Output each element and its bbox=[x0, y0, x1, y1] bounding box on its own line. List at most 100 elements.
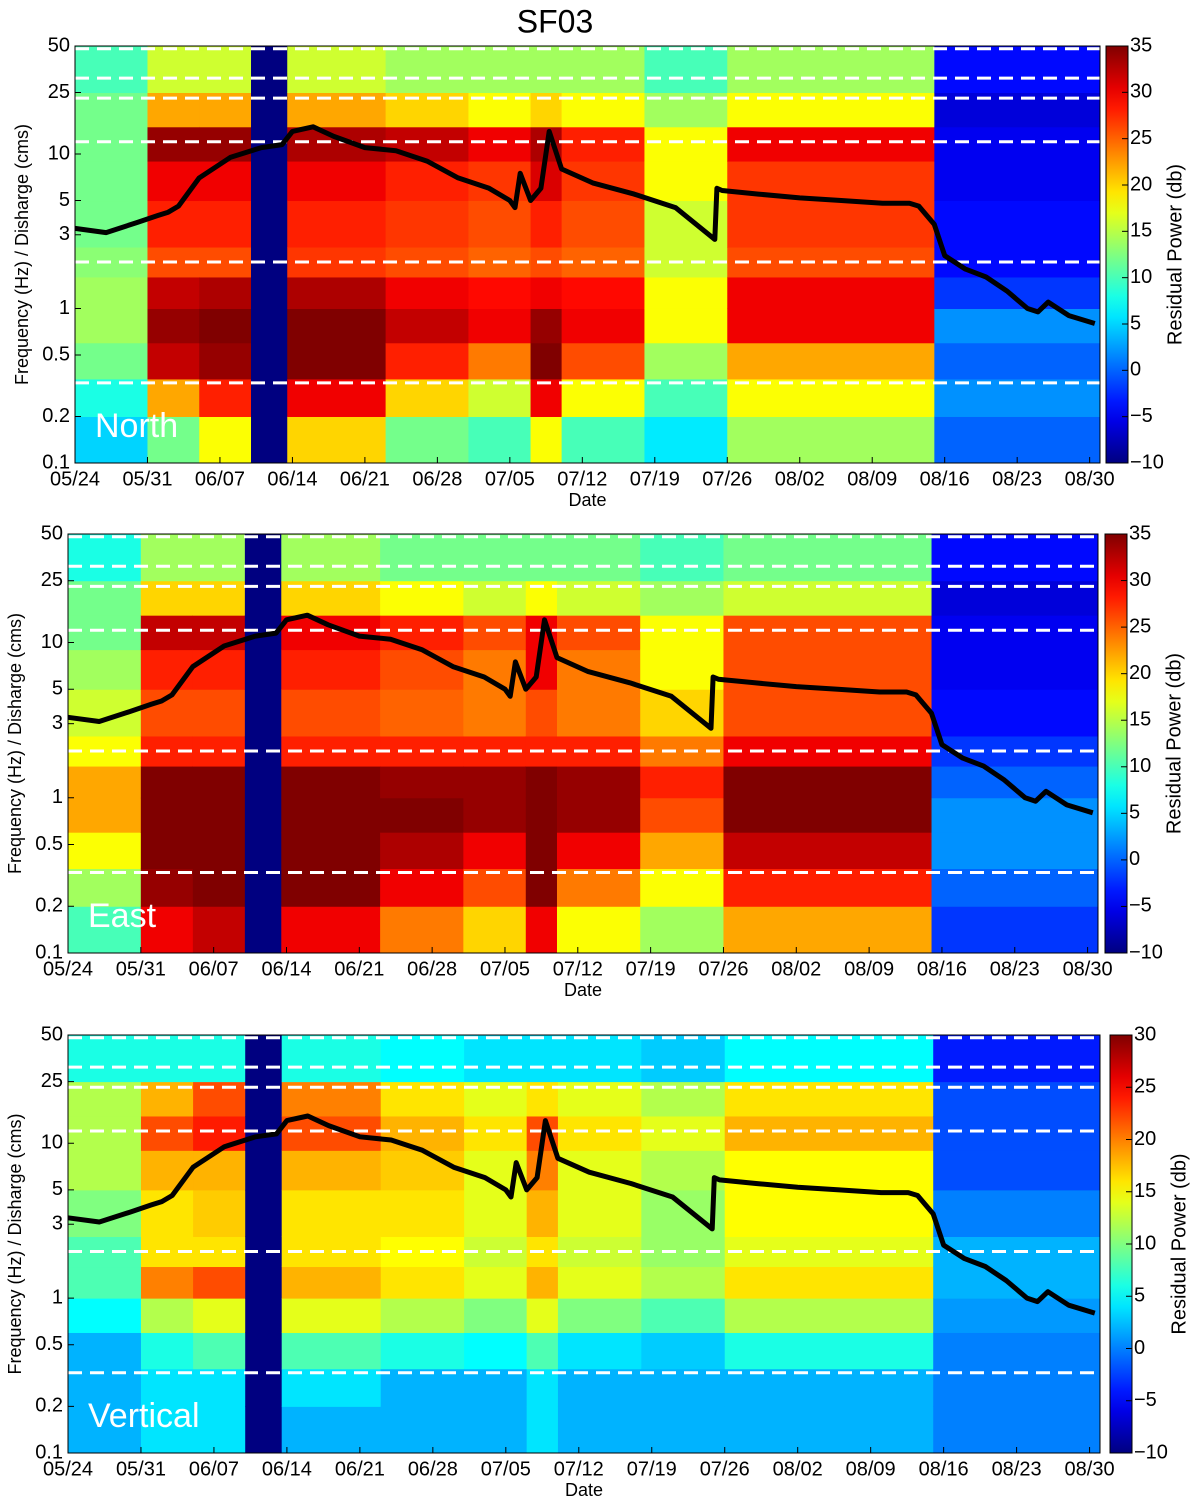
y-tick-label: 25 bbox=[41, 569, 63, 591]
heatmap-cell bbox=[140, 1406, 194, 1454]
heatmap-cell bbox=[525, 906, 558, 954]
heatmap-cell bbox=[934, 200, 1101, 248]
colorbar-tick-label: 10 bbox=[1129, 755, 1151, 777]
x-tick-label: 06/28 bbox=[408, 1458, 458, 1480]
heatmap-cell bbox=[525, 797, 558, 833]
heatmap-cell bbox=[192, 868, 246, 907]
heatmap-cell bbox=[193, 1298, 246, 1333]
colorbar-tick-label: 35 bbox=[1129, 522, 1151, 544]
heatmap-cell bbox=[380, 1368, 465, 1407]
heatmap-cell bbox=[468, 46, 532, 94]
heatmap-cell bbox=[199, 308, 252, 344]
colorbar-tick-label: 25 bbox=[1134, 1076, 1156, 1098]
heatmap-cell bbox=[245, 1189, 283, 1237]
colorbar-tick-label: 20 bbox=[1129, 662, 1151, 684]
x-tick-label: 06/14 bbox=[261, 958, 311, 980]
heatmap-cell bbox=[147, 416, 200, 464]
heatmap-cell bbox=[644, 46, 728, 94]
heatmap-cell bbox=[463, 534, 527, 582]
heatmap-cell bbox=[724, 1035, 934, 1083]
heatmap-cell bbox=[561, 46, 645, 94]
heatmap-cell bbox=[464, 1298, 528, 1333]
plot-frame bbox=[67, 533, 1099, 954]
heatmap-cell bbox=[561, 126, 645, 162]
x-tick-label: 08/16 bbox=[917, 958, 967, 980]
colorbar-tick-label: 20 bbox=[1134, 1128, 1156, 1150]
x-tick-label: 07/05 bbox=[480, 958, 530, 980]
heatmap-cell bbox=[641, 1266, 726, 1299]
heatmap-cell bbox=[723, 766, 933, 799]
colorbar-label: Residual Power (db) bbox=[1164, 164, 1186, 345]
heatmap-cell bbox=[287, 46, 387, 94]
y-tick-label: 1 bbox=[52, 786, 63, 808]
heatmap-cell bbox=[644, 342, 728, 380]
heatmap-cell bbox=[281, 615, 381, 651]
heatmap-cell bbox=[727, 46, 935, 94]
heatmap-cell bbox=[933, 1332, 1101, 1370]
x-axis-label: Date bbox=[568, 490, 606, 510]
heatmap-cell bbox=[281, 1332, 382, 1370]
heatmap-cell bbox=[193, 1332, 246, 1370]
heatmap-cell bbox=[380, 906, 464, 954]
heatmap-cell bbox=[641, 1298, 726, 1333]
x-tick-label: 08/16 bbox=[919, 1458, 969, 1480]
heatmap-cell bbox=[530, 416, 563, 464]
heatmap-cell bbox=[724, 1298, 934, 1333]
heatmap-cell bbox=[640, 832, 724, 870]
y-tick-label: 10 bbox=[48, 142, 70, 164]
colorbar-tick-label: 20 bbox=[1130, 173, 1152, 195]
discharge-line bbox=[67, 1113, 1096, 1316]
heatmap-cell bbox=[933, 1406, 1101, 1454]
y-tick-label: 5 bbox=[52, 1178, 63, 1200]
heatmap-cell bbox=[463, 689, 527, 737]
colorbar-tick-label: 15 bbox=[1129, 709, 1151, 731]
x-tick-label: 06/14 bbox=[262, 1458, 312, 1480]
colorbar-tick-label: 0 bbox=[1130, 359, 1141, 381]
heatmap-cell bbox=[468, 342, 532, 380]
heatmap-cell bbox=[147, 342, 200, 380]
heatmap-cell bbox=[931, 615, 1099, 651]
heatmap-cell bbox=[68, 868, 142, 907]
heatmap-cell bbox=[525, 689, 558, 737]
heatmap-cell bbox=[68, 1115, 142, 1151]
heatmap-cell bbox=[468, 200, 532, 248]
heatmap-cell bbox=[380, 1115, 465, 1151]
heatmap-cell bbox=[530, 308, 563, 344]
colorbar-tick-label: 15 bbox=[1130, 220, 1152, 242]
heatmap-cell bbox=[931, 534, 1099, 582]
heatmap-cell bbox=[561, 200, 645, 248]
heatmap-cell bbox=[140, 1368, 194, 1407]
heatmap-cell bbox=[251, 46, 288, 94]
heatmap-cell bbox=[192, 689, 246, 737]
heatmap-cell bbox=[199, 161, 252, 202]
x-tick-label: 08/30 bbox=[1063, 958, 1113, 980]
heatmap-cell bbox=[931, 689, 1099, 737]
heatmap-cell bbox=[147, 161, 200, 202]
heatmap-cell bbox=[556, 534, 641, 582]
heatmap-cell bbox=[640, 766, 724, 799]
heatmap-cell bbox=[641, 1406, 726, 1454]
heatmap-cell bbox=[561, 308, 645, 344]
heatmap-cell bbox=[561, 342, 645, 380]
heatmap-cell bbox=[75, 342, 148, 380]
x-tick-label: 08/16 bbox=[920, 468, 970, 490]
heatmap-cell bbox=[380, 1266, 465, 1299]
heatmap-cell bbox=[931, 868, 1099, 907]
x-tick-label: 07/12 bbox=[553, 958, 603, 980]
heatmap-cell bbox=[644, 126, 728, 162]
heatmap-cell bbox=[463, 766, 527, 799]
heatmap-cell bbox=[526, 1368, 559, 1407]
x-tick-label: 08/02 bbox=[773, 1458, 823, 1480]
heatmap-cell bbox=[723, 615, 933, 651]
heatmap-cell bbox=[724, 1266, 934, 1299]
heatmap-cell bbox=[140, 1150, 194, 1191]
heatmap-cell bbox=[557, 1406, 642, 1454]
x-tick-label: 05/31 bbox=[116, 958, 166, 980]
heatmap-cell bbox=[727, 378, 935, 417]
colorbar-tick-label: −5 bbox=[1129, 895, 1152, 917]
heatmap-cell bbox=[380, 832, 464, 870]
heatmap-cell bbox=[640, 797, 724, 833]
heatmap-cell bbox=[723, 797, 933, 833]
heatmap-cell bbox=[557, 1115, 642, 1151]
